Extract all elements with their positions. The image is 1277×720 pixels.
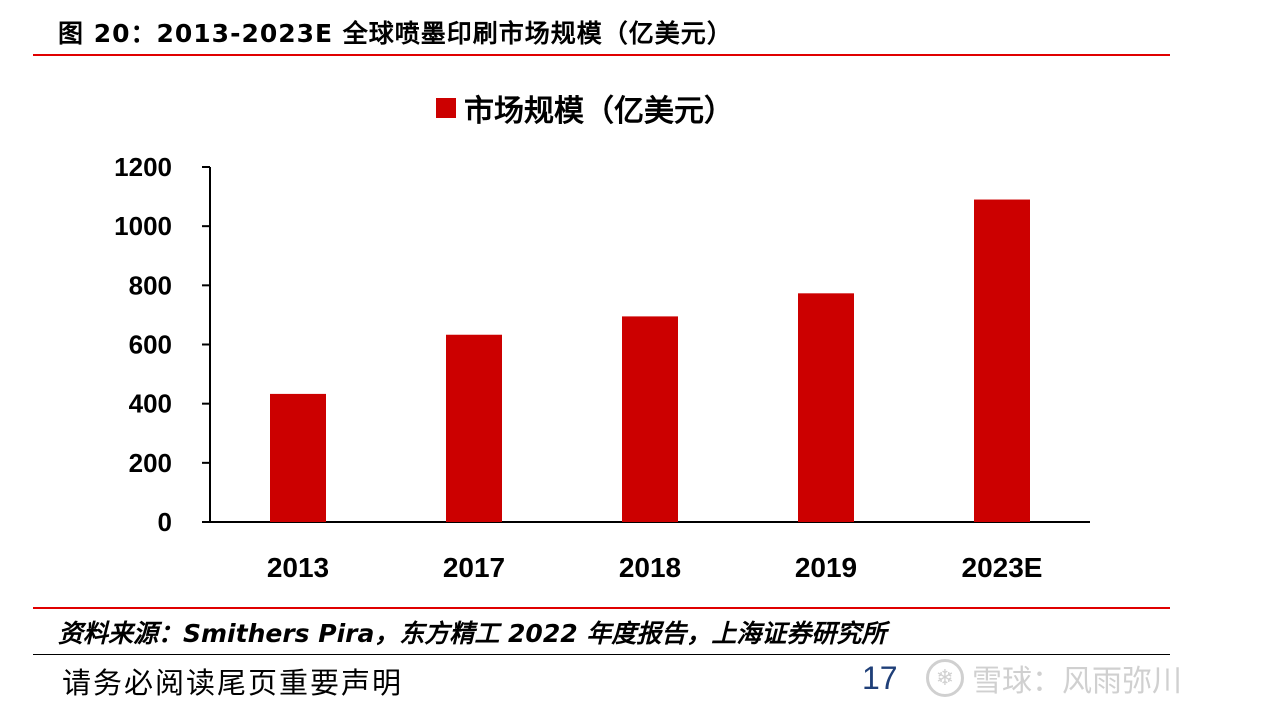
chart-legend: 市场规模（亿美元）	[436, 86, 734, 130]
bar-2018	[622, 316, 678, 522]
y-tick-label: 800	[129, 270, 172, 300]
bar-2013	[270, 393, 326, 522]
y-axis: 0 200 400 600 800 1000 1200	[114, 152, 211, 537]
disclaimer-text: 请务必阅读尾页重要声明	[62, 666, 404, 700]
watermark: ❄ 雪球：风雨弥川	[926, 656, 1182, 700]
bottom-divider	[33, 607, 1170, 609]
watermark-text: 雪球：风雨弥川	[972, 664, 1182, 699]
snowball-logo-icon: ❄	[926, 659, 964, 697]
y-tick-label: 600	[129, 330, 172, 360]
bar-2023E	[974, 199, 1030, 522]
x-axis: 2013 2017 2018 2019 2023E	[210, 521, 1090, 583]
x-tick-label: 2013	[267, 552, 329, 583]
x-tick-label: 2023E	[962, 552, 1043, 583]
figure-title: 图 20：2013-2023E 全球喷墨印刷市场规模（亿美元）	[58, 19, 733, 48]
top-divider	[33, 54, 1170, 56]
y-tick-label: 1000	[114, 211, 172, 241]
x-tick-label: 2018	[619, 552, 681, 583]
page-number: 17	[862, 660, 898, 696]
legend-swatch	[436, 98, 456, 118]
x-tick-label: 2017	[443, 552, 505, 583]
bar-2019	[798, 293, 854, 522]
legend-label: 市场规模（亿美元）	[464, 94, 734, 129]
y-tick-label: 0	[158, 507, 172, 537]
y-tick-label: 200	[129, 448, 172, 478]
y-tick-label: 1200	[114, 152, 172, 182]
y-tick-label: 400	[129, 389, 172, 419]
bar-2017	[446, 334, 502, 522]
source-note: 资料来源：Smithers Pira，东方精工 2022 年度报告，上海证券研究…	[58, 619, 887, 648]
footer-divider	[33, 654, 1170, 655]
bar-series	[270, 199, 1030, 522]
x-tick-label: 2019	[795, 552, 857, 583]
